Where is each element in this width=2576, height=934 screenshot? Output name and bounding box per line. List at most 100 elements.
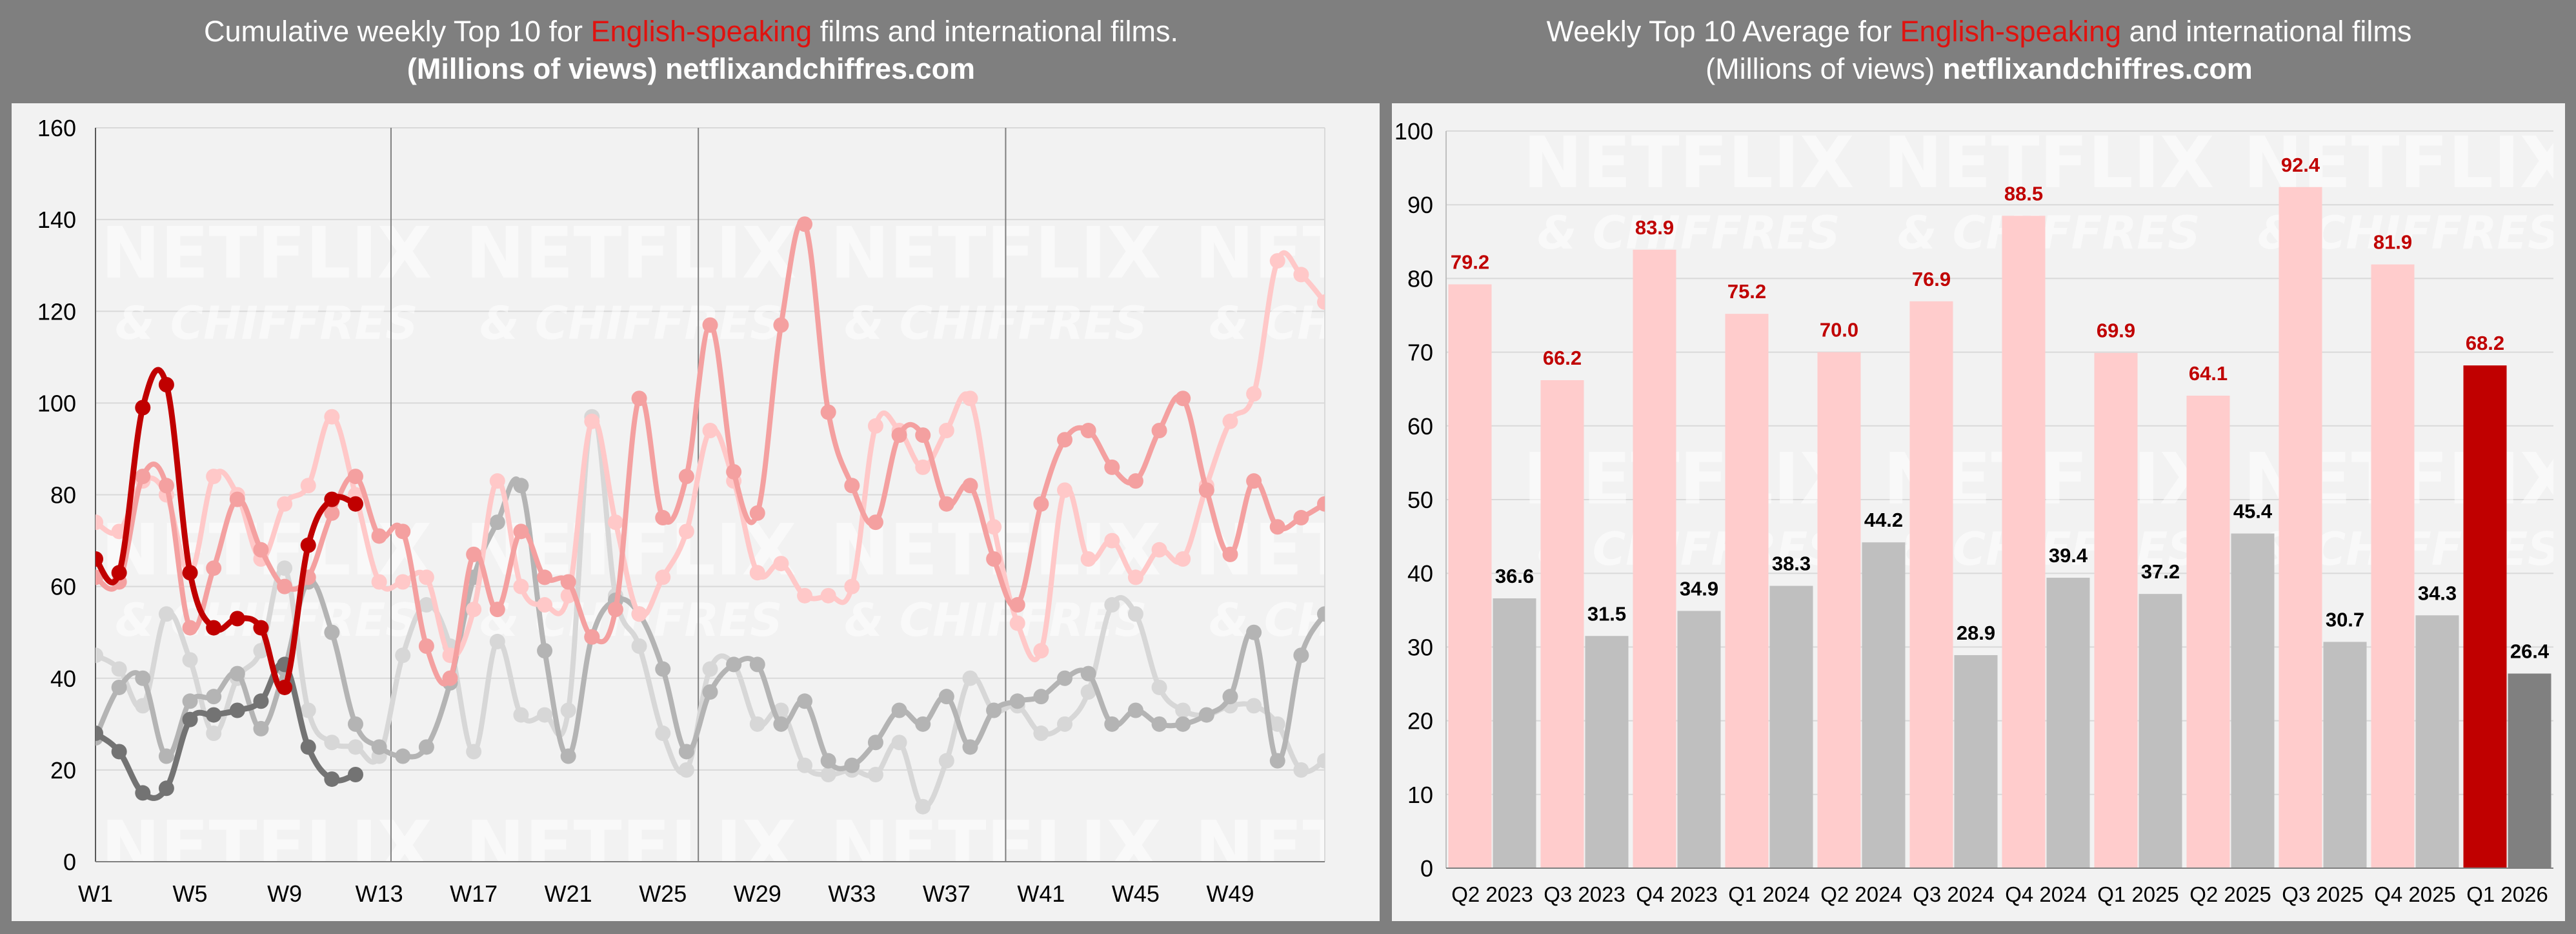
left-subtitle-text: (Millions of views) bbox=[407, 52, 665, 85]
bar-english bbox=[1817, 352, 1861, 868]
right-subtitle-text: (Millions of views) bbox=[1706, 52, 1943, 85]
data-point-intl_2026 bbox=[347, 766, 363, 782]
x-tick-label: W5 bbox=[173, 880, 208, 907]
y-tick-label: 0 bbox=[1420, 855, 1433, 882]
data-point-intl_2025 bbox=[111, 679, 127, 695]
data-point-intl_2025 bbox=[726, 656, 742, 673]
data-point-english_2024 bbox=[96, 514, 103, 531]
data-point-intl_2024 bbox=[1269, 716, 1285, 732]
bar-international bbox=[2231, 533, 2275, 868]
data-point-english_2024 bbox=[466, 602, 482, 618]
data-point-intl_2026 bbox=[111, 744, 127, 760]
data-point-english_2024 bbox=[371, 574, 387, 590]
data-point-english_2025 bbox=[749, 505, 765, 521]
data-point-english_2024 bbox=[1104, 533, 1120, 549]
y-tick-label: 10 bbox=[1407, 782, 1433, 808]
data-point-intl_2025 bbox=[1080, 665, 1096, 682]
data-point-intl_2026 bbox=[158, 780, 174, 797]
right-title-highlight: English-speaking bbox=[1900, 15, 2122, 48]
right-chart-title: Weekly Top 10 Average for English-speaki… bbox=[1382, 13, 2576, 103]
x-tick-label: W9 bbox=[267, 880, 302, 907]
data-point-english_2024 bbox=[300, 478, 316, 494]
data-point-intl_2025 bbox=[986, 702, 1002, 718]
data-point-english_2024 bbox=[513, 578, 529, 594]
data-point-intl_2025 bbox=[371, 739, 387, 755]
data-point-intl_2024 bbox=[347, 739, 363, 755]
data-point-intl_2024 bbox=[1246, 698, 1262, 714]
data-point-intl_2024 bbox=[820, 766, 836, 782]
data-point-english_2025 bbox=[584, 629, 600, 645]
data-point-english_2025 bbox=[489, 602, 505, 618]
data-point-english_2024 bbox=[277, 496, 293, 512]
data-point-intl_2024 bbox=[300, 702, 316, 718]
data-point-english_2025 bbox=[135, 469, 151, 485]
x-tick-label: W25 bbox=[639, 880, 687, 907]
bar-english bbox=[1540, 380, 1584, 868]
bar-label-english: 76.9 bbox=[1912, 268, 1951, 290]
data-point-english_2026 bbox=[277, 679, 293, 695]
bar-label-international: 44.2 bbox=[1864, 509, 1903, 531]
left-subtitle-site: netflixandchiffres.com bbox=[665, 52, 976, 85]
y-tick-label: 120 bbox=[37, 298, 76, 325]
y-tick-label: 140 bbox=[37, 207, 76, 233]
data-point-english_2024 bbox=[395, 574, 411, 590]
data-point-english_2024 bbox=[986, 519, 1002, 535]
y-tick-label: 80 bbox=[50, 482, 76, 509]
data-point-english_2025 bbox=[1269, 519, 1285, 535]
data-point-intl_2025 bbox=[1317, 606, 1325, 622]
left-title-text-a: Cumulative weekly Top 10 for bbox=[204, 15, 591, 48]
data-point-english_2025 bbox=[1009, 597, 1025, 613]
y-tick-label: 20 bbox=[1407, 708, 1433, 735]
x-tick-label: W45 bbox=[1112, 880, 1160, 907]
data-point-english_2026 bbox=[206, 620, 222, 636]
bar-international bbox=[2323, 642, 2367, 868]
watermark-logo: NETFLIX bbox=[830, 212, 1161, 294]
data-point-intl_2025 bbox=[395, 748, 411, 764]
x-tick-label: W41 bbox=[1017, 880, 1065, 907]
left-chart-title: Cumulative weekly Top 10 for English-spe… bbox=[0, 13, 1382, 103]
data-point-intl_2025 bbox=[229, 665, 245, 682]
data-point-english_2026 bbox=[347, 496, 363, 512]
data-point-intl_2025 bbox=[891, 702, 907, 718]
data-point-english_2024 bbox=[749, 565, 765, 581]
data-point-english_2024 bbox=[1246, 386, 1262, 402]
x-tick-label: W37 bbox=[923, 880, 971, 907]
bar-international bbox=[2415, 615, 2459, 868]
data-point-intl_2024 bbox=[867, 766, 883, 782]
bar-international bbox=[1862, 542, 1906, 868]
data-point-english_2025 bbox=[986, 551, 1002, 567]
data-point-intl_2025 bbox=[537, 643, 553, 659]
data-point-english_2026 bbox=[96, 551, 103, 567]
data-point-intl_2025 bbox=[962, 739, 978, 755]
data-point-intl_2025 bbox=[1269, 753, 1285, 769]
x-category-label: Q4 2024 bbox=[2005, 882, 2087, 906]
data-point-intl_2025 bbox=[655, 661, 671, 677]
data-point-english_2024 bbox=[655, 569, 671, 585]
series-layer bbox=[96, 216, 1325, 815]
data-point-intl_2024 bbox=[513, 707, 529, 723]
data-point-english_2025 bbox=[560, 574, 576, 590]
data-point-english_2024 bbox=[324, 409, 340, 425]
data-point-english_2025 bbox=[371, 528, 387, 544]
bar-international bbox=[1493, 598, 1536, 868]
data-point-intl_2026 bbox=[96, 726, 103, 742]
bar-label-international: 28.9 bbox=[1957, 622, 1995, 644]
data-point-english_2026 bbox=[182, 565, 198, 581]
y-tick-label: 100 bbox=[37, 390, 76, 416]
data-point-english_2025 bbox=[867, 514, 883, 531]
bar-international bbox=[1677, 611, 1721, 868]
data-point-intl_2024 bbox=[1175, 702, 1191, 718]
bar-label-english: 75.2 bbox=[1727, 280, 1766, 303]
x-tick-label: W1 bbox=[78, 880, 113, 907]
x-category-label: Q1 2025 bbox=[2097, 882, 2179, 906]
left-title-text-b: films and international films. bbox=[812, 15, 1178, 48]
watermark-logo: NETFLIX bbox=[465, 212, 796, 294]
bar-english bbox=[1448, 284, 1492, 868]
data-point-english_2026 bbox=[324, 491, 340, 507]
y-tick-label: 0 bbox=[63, 849, 76, 875]
data-point-intl_2025 bbox=[844, 757, 860, 773]
bar-label-international: 26.4 bbox=[2510, 640, 2550, 663]
data-point-english_2024 bbox=[1151, 542, 1167, 558]
watermark-logo: NETFLIX bbox=[1523, 121, 1854, 204]
data-point-english_2024 bbox=[1127, 569, 1143, 585]
